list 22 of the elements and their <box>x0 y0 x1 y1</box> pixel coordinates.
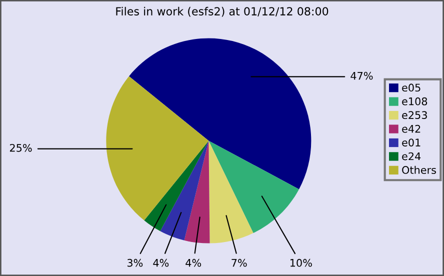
pie-slice <box>106 76 209 220</box>
pie-slice <box>184 140 210 244</box>
pie-slice <box>144 140 209 232</box>
legend-label: e05 <box>402 84 420 92</box>
legend-label: e108 <box>402 97 428 106</box>
pie-slice <box>160 140 209 240</box>
data-label: 7% <box>232 258 247 267</box>
pie-slice <box>208 140 300 234</box>
legend-label: e01 <box>402 138 420 146</box>
data-label: 10% <box>290 258 312 267</box>
legend-label: Others <box>402 166 436 174</box>
legend-label: e42 <box>402 124 420 133</box>
pie-slice <box>129 38 312 190</box>
data-label: 4% <box>186 258 202 267</box>
chart-title: Files in work (esfs2) at 01/12/12 08:00 <box>116 6 328 17</box>
legend-label: e253 <box>402 111 427 120</box>
data-label: 3% <box>127 258 143 267</box>
pie-slice <box>208 140 254 244</box>
legend-label: e24 <box>402 152 421 160</box>
data-label: 4% <box>153 258 169 267</box>
data-label: 47% <box>350 72 373 80</box>
data-label: 25% <box>10 144 32 152</box>
